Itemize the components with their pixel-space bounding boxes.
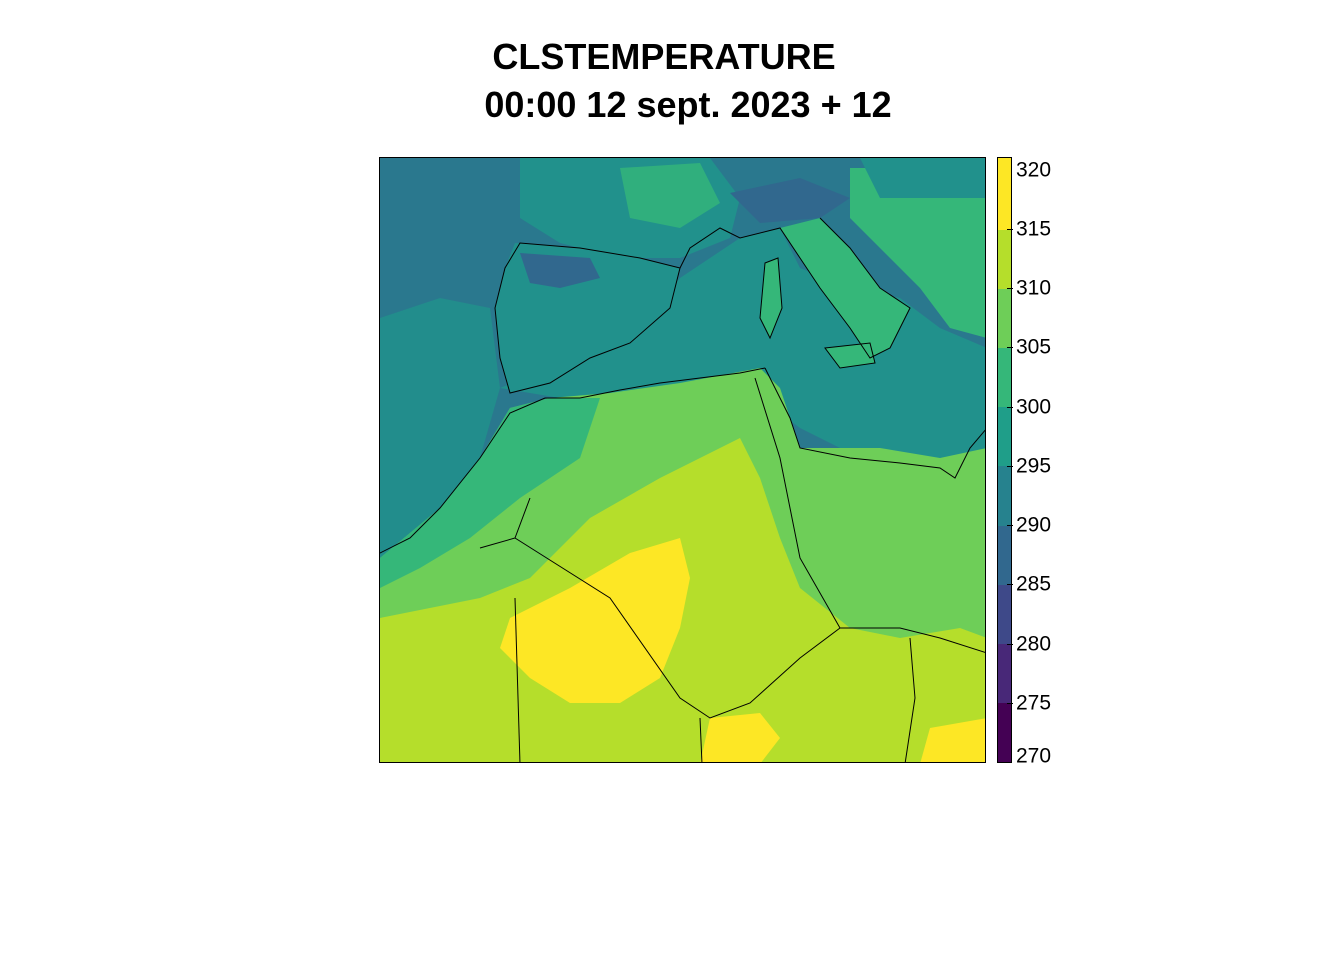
colorbar-tick-label: 305 bbox=[1016, 335, 1052, 359]
colorbar-segment-305-310 bbox=[998, 288, 1011, 348]
colorbar-segment-295-300 bbox=[998, 406, 1011, 467]
region-morocco-atlas bbox=[380, 398, 600, 588]
region-sicily bbox=[825, 343, 875, 368]
colorbar-tick-mark bbox=[1007, 465, 1013, 467]
colorbar-tick-label: 320 bbox=[1016, 158, 1052, 182]
colorbar-tick-label: 300 bbox=[1016, 395, 1052, 419]
colorbar-tick-mark bbox=[1007, 288, 1013, 290]
colorbar-segment-315-321 bbox=[998, 158, 1011, 230]
colorbar-tick-mark bbox=[1007, 702, 1013, 704]
colorbar-tick-mark bbox=[1007, 525, 1013, 527]
colorbar-tick-mark bbox=[1007, 406, 1013, 408]
region-alps-cool bbox=[730, 178, 850, 223]
region-balkans bbox=[850, 168, 985, 338]
colorbar-segment-270-275 bbox=[998, 702, 1011, 763]
colorbar-tick-mark bbox=[1007, 643, 1013, 645]
colorbar-segment-290-295 bbox=[998, 465, 1011, 526]
colorbar-tick-label: 315 bbox=[1016, 217, 1052, 241]
coastlines-borders bbox=[380, 217, 985, 762]
colorbar-segment-280-285 bbox=[998, 584, 1011, 645]
region-ocean-coastal bbox=[380, 298, 500, 558]
region-south-hot-patch bbox=[700, 713, 780, 762]
colorbar-segment-300-305 bbox=[998, 347, 1011, 408]
region-pyrenees-cool bbox=[520, 253, 600, 288]
colorbar bbox=[997, 157, 1012, 763]
region-north-balkans bbox=[860, 158, 985, 198]
chart-title: CLSTEMPERATURE bbox=[492, 36, 836, 77]
colorbar-tick-label: 290 bbox=[1016, 513, 1052, 537]
region-algeria-hot-core bbox=[500, 538, 690, 703]
region-libya bbox=[800, 448, 985, 638]
colorbar-segment-310-315 bbox=[998, 229, 1011, 289]
colorbar-tick-label: 310 bbox=[1016, 276, 1052, 300]
colorbar-segment-275-280 bbox=[998, 643, 1011, 704]
colorbar-tick-mark bbox=[1007, 584, 1013, 586]
chart-subtitle: 00:00 12 sept. 2023 + 12 bbox=[484, 84, 892, 125]
map-svg bbox=[380, 158, 985, 762]
colorbar-tick-mark bbox=[1007, 347, 1013, 349]
colorbar-tick-label: 275 bbox=[1016, 691, 1052, 715]
colorbar-tick-mark bbox=[1007, 229, 1013, 231]
colorbar-tick-label: 280 bbox=[1016, 632, 1052, 656]
temperature-map bbox=[379, 157, 986, 763]
colorbar-tick-label: 270 bbox=[1016, 744, 1052, 768]
colorbar-tick-label: 295 bbox=[1016, 454, 1052, 478]
colorbar-tick-label: 285 bbox=[1016, 572, 1052, 596]
region-italy bbox=[780, 218, 910, 358]
region-sardinia bbox=[760, 258, 782, 338]
colorbar-segment-285-290 bbox=[998, 525, 1011, 585]
region-france-warm bbox=[620, 163, 720, 228]
region-southeast-hot-patch bbox=[920, 718, 985, 762]
